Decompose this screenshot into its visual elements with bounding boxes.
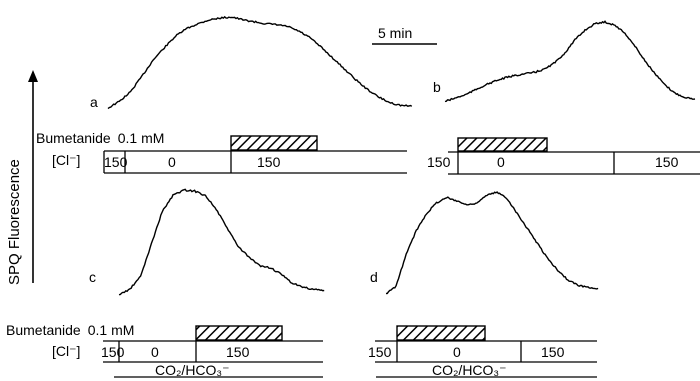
bumetanide-hatch-d bbox=[396, 325, 486, 341]
protocol-bar-panel-c: 150 0 150 CO₂/HCO₃⁻ bbox=[101, 325, 323, 378]
panel-b-label: b bbox=[433, 79, 441, 95]
panel-d-label: d bbox=[370, 269, 378, 285]
bumetanide-hatch-c bbox=[195, 325, 283, 341]
bumetanide-label-bottom: Bumetanide 0.1 mM bbox=[6, 322, 134, 338]
cl-seg-d-3: 150 bbox=[541, 344, 565, 360]
trace-panel-d bbox=[385, 191, 599, 295]
scale-bar-label: 5 min bbox=[378, 25, 412, 41]
y-axis-arrowhead bbox=[28, 70, 38, 82]
protocol-bar-panel-a: 150 0 150 bbox=[103, 135, 407, 174]
panel-c-label: c bbox=[89, 269, 96, 285]
trace-panel-c bbox=[118, 188, 325, 296]
bumetanide-hatch-a bbox=[230, 135, 318, 151]
cl-seg-d-1: 150 bbox=[368, 344, 392, 360]
cl-seg-d-2: 0 bbox=[453, 344, 461, 360]
cl-seg-c-1: 150 bbox=[101, 344, 125, 360]
cl-seg-a-3: 150 bbox=[257, 154, 281, 170]
trace-panel-a bbox=[107, 15, 413, 110]
y-axis-title: SPQ Fluorescence bbox=[6, 159, 23, 285]
co2-label-c: CO₂/HCO₃⁻ bbox=[155, 362, 230, 378]
co2-label-d: CO₂/HCO₃⁻ bbox=[432, 362, 507, 378]
cl-seg-b-3: 150 bbox=[655, 154, 679, 170]
cl-seg-c-3: 150 bbox=[226, 344, 250, 360]
bumetanide-hatch-b bbox=[457, 137, 548, 152]
cl-label-bottom: [Cl⁻] bbox=[52, 343, 80, 359]
cl-label-top: [Cl⁻] bbox=[52, 152, 80, 168]
protocol-bar-panel-b: 150 0 150 bbox=[427, 137, 700, 175]
trace-panel-b bbox=[444, 20, 696, 103]
cl-seg-b-2: 0 bbox=[497, 154, 505, 170]
cl-seg-a-1: 150 bbox=[104, 154, 128, 170]
cl-seg-c-2: 0 bbox=[151, 344, 159, 360]
cl-seg-a-2: 0 bbox=[168, 154, 176, 170]
bumetanide-label-top: Bumetanide 0.1 mM bbox=[36, 130, 164, 146]
panel-a-label: a bbox=[90, 94, 98, 110]
protocol-bar-panel-d: 150 0 150 CO₂/HCO₃⁻ bbox=[368, 325, 597, 378]
cl-seg-b-1: 150 bbox=[427, 154, 451, 170]
